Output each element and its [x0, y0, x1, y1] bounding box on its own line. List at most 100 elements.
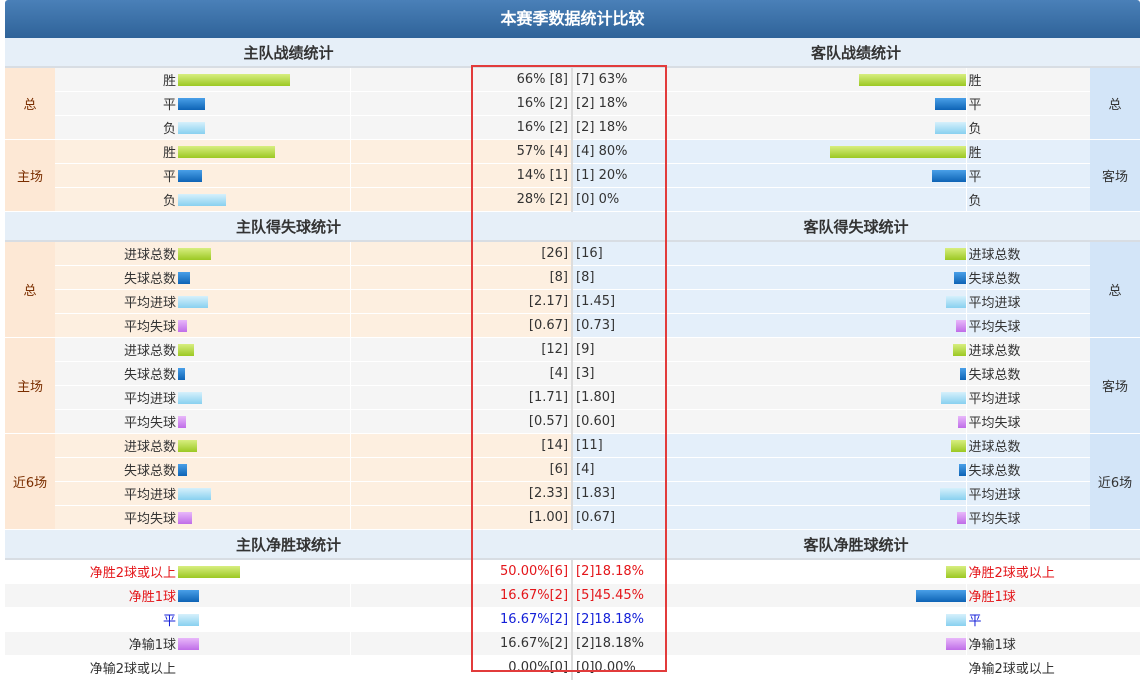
- away-value: [7] 63%: [572, 67, 795, 92]
- home-stat-name: 负: [55, 187, 178, 212]
- away-bar-cell: [794, 583, 967, 608]
- away-bar: [956, 511, 966, 524]
- away-bar-cell: [794, 139, 967, 164]
- away-stat-name: 平均失球: [966, 505, 1091, 530]
- away-bar-cell: [794, 265, 967, 290]
- home-bar-cell: [178, 241, 351, 266]
- home-value: [14]: [350, 433, 574, 458]
- away-bar: [945, 565, 966, 578]
- stat-row: 主场胜 57% [4] [4] 80% 胜客场: [5, 139, 1141, 212]
- home-value: [0.67]: [350, 313, 574, 338]
- home-bar: [178, 415, 186, 428]
- away-group-label: 总: [1090, 67, 1141, 140]
- away-bar: [931, 169, 966, 182]
- home-bar-cell: [178, 187, 351, 212]
- stat-label: 平: [162, 170, 176, 185]
- away-bar-cell: [794, 457, 967, 482]
- away-bar-cell: [794, 559, 967, 584]
- home-bar-cell: [178, 265, 351, 290]
- stat-row: 平均进球 [1.71] [1.80] 平均进球: [5, 385, 1140, 410]
- home-value: 16% [2]: [350, 91, 574, 116]
- away-bar: [958, 463, 966, 476]
- away-net-name: 净输1球: [966, 631, 1141, 656]
- home-bar-cell: [178, 607, 351, 632]
- home-bar: [178, 391, 202, 404]
- section-header: 主队得失球统计 客队得失球统计: [5, 211, 1141, 242]
- away-bar: [944, 247, 966, 260]
- home-bar-cell: [178, 655, 351, 680]
- home-stat-name: 失球总数: [55, 265, 178, 290]
- away-bar-cell: [794, 385, 967, 410]
- away-value: [2] 18%: [572, 91, 795, 116]
- away-value: [1] 20%: [572, 163, 795, 188]
- stat-row: 平均进球 [2.33] [1.83] 平均进球: [5, 481, 1140, 506]
- away-value: [4]: [572, 457, 795, 482]
- stat-row: 主场 进球总数 [12] [9] 进球总数 客场: [5, 337, 1141, 434]
- stat-row: 总胜 66% [8] [7] 63% 胜总: [5, 67, 1141, 140]
- away-stat-name: 平均失球: [966, 313, 1091, 338]
- stat-label: 胜: [162, 146, 176, 161]
- away-group-label: 近6场: [1090, 433, 1141, 530]
- home-bar-cell: [178, 289, 351, 314]
- home-bar: [178, 271, 190, 284]
- home-value: [0.57]: [350, 409, 574, 434]
- home-value: [1.00]: [350, 505, 574, 530]
- away-bar-cell: [794, 187, 967, 212]
- away-bar-cell: [794, 607, 967, 632]
- away-bar-cell: [794, 337, 967, 362]
- away-net-value: [2]18.18%: [572, 607, 795, 632]
- away-bar-cell: [794, 313, 967, 338]
- away-bar-cell: [794, 115, 967, 140]
- away-stat-name: 平均失球: [966, 409, 1091, 434]
- away-bar: [959, 367, 966, 380]
- home-value: 16% [2]: [350, 115, 574, 140]
- home-value: 57% [4]: [350, 139, 574, 164]
- away-value: [1.45]: [572, 289, 795, 314]
- away-bar-cell: [794, 631, 967, 656]
- home-value: [6]: [350, 457, 574, 482]
- stat-row: 平均失球 [0.67] [0.73] 平均失球: [5, 313, 1140, 338]
- section-header: 主队净胜球统计 客队净胜球统计: [5, 529, 1141, 560]
- away-bar-cell: [794, 241, 967, 266]
- home-net-value: 16.67%[2]: [350, 631, 574, 656]
- home-bar: [178, 589, 199, 602]
- home-bar: [178, 343, 194, 356]
- home-bar-cell: [178, 505, 351, 530]
- home-bar-cell: [178, 163, 351, 188]
- home-stat-name: 进球总数: [55, 433, 178, 458]
- home-bar-cell: [178, 631, 351, 656]
- away-stat-name: 平均进球: [966, 385, 1091, 410]
- away-bar: [952, 343, 966, 356]
- home-stat-name: 平均失球: [55, 505, 178, 530]
- net-goal-row: 净输2球或以上 0.00%[0] [0]0.00% 净输2球或以上: [5, 655, 1141, 680]
- home-value: 28% [2]: [350, 187, 574, 212]
- away-value: [16]: [572, 241, 795, 266]
- away-bar-cell: [794, 433, 967, 458]
- away-group-label: 客场: [1090, 139, 1141, 212]
- stat-row: 负 16% [2] [2] 18% 负: [5, 115, 1140, 140]
- home-bar: [178, 637, 199, 650]
- home-net-name: 净输1球: [5, 631, 178, 656]
- home-bar: [178, 319, 187, 332]
- home-bar-cell: [178, 481, 351, 506]
- home-value: [1.71]: [350, 385, 574, 410]
- stat-row: 平 16% [2] [2] 18% 平: [5, 91, 1140, 116]
- home-stat-name: 平均失球: [55, 313, 178, 338]
- stats-table: 主队战绩统计 客队战绩统计总胜 66% [8] [7] 63% 胜总平 16% [2] [2…: [5, 38, 1141, 680]
- away-bar-cell: [794, 163, 967, 188]
- home-bar: [178, 121, 205, 134]
- away-stat-name: 胜: [966, 67, 1091, 92]
- home-bar-cell: [178, 409, 351, 434]
- net-goal-row: 净胜2球或以上 50.00%[6] [2]18.18% 净胜2球或以上: [5, 559, 1141, 584]
- stat-row: 失球总数 [8] [8] 失球总数: [5, 265, 1140, 290]
- stat-label: 平均失球: [123, 416, 176, 431]
- net-goal-row: 平 16.67%[2] [2]18.18% 平: [5, 607, 1141, 632]
- away-bar: [858, 73, 966, 86]
- home-section-title: 主队得失球统计: [5, 211, 573, 242]
- away-bar: [950, 439, 966, 452]
- away-bar: [829, 145, 966, 158]
- home-stat-name: 失球总数: [55, 457, 178, 482]
- home-bar-cell: [178, 313, 351, 338]
- away-bar: [945, 613, 966, 626]
- stat-label: 负: [162, 122, 176, 137]
